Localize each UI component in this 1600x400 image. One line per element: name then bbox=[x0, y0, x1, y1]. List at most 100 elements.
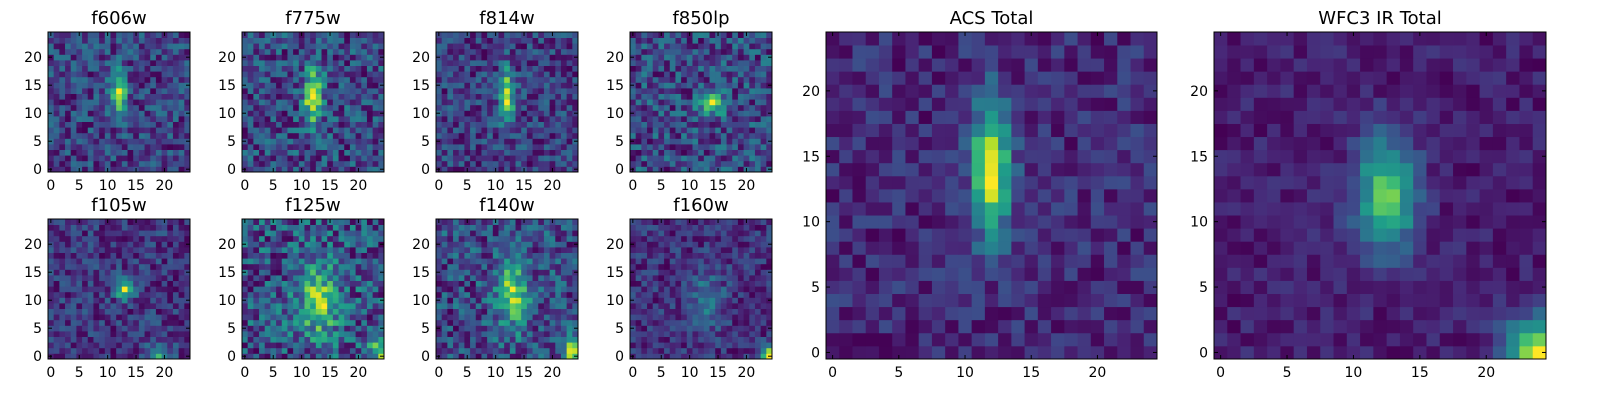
heatmap-cell bbox=[310, 65, 317, 72]
heatmap-cell bbox=[647, 353, 654, 360]
heatmap-cell bbox=[732, 32, 739, 38]
heatmap-cell bbox=[572, 319, 579, 326]
heatmap-cell bbox=[532, 252, 539, 259]
y-tick-label: 10 bbox=[412, 293, 430, 309]
heatmap-cell bbox=[242, 224, 249, 231]
heatmap-cell bbox=[172, 275, 180, 281]
heatmap-cell bbox=[247, 319, 254, 326]
heatmap-cell bbox=[70, 286, 77, 293]
heatmap-cell bbox=[458, 235, 465, 242]
heatmap-cell bbox=[760, 297, 767, 304]
heatmap-cell bbox=[355, 160, 362, 167]
heatmap-cell bbox=[475, 241, 482, 248]
heatmap-cell bbox=[293, 121, 300, 128]
heatmap-cell bbox=[675, 325, 682, 332]
heatmap-cell bbox=[635, 347, 642, 354]
heatmap-cell bbox=[732, 303, 739, 309]
heatmap-cell bbox=[481, 32, 488, 38]
heatmap-cell bbox=[349, 132, 356, 139]
heatmap-cell bbox=[487, 88, 494, 94]
heatmap-cell bbox=[715, 155, 722, 162]
heatmap-cell bbox=[110, 219, 117, 225]
x-tick-label: 20 bbox=[350, 178, 368, 194]
heatmap-cell bbox=[378, 93, 385, 100]
heatmap-cell bbox=[726, 132, 733, 139]
heatmap-cell bbox=[447, 224, 454, 231]
heatmap-cell bbox=[344, 286, 351, 293]
heatmap-cell bbox=[315, 155, 322, 162]
heatmap-cell bbox=[344, 331, 351, 337]
heatmap-cell bbox=[475, 48, 482, 55]
heatmap-cell bbox=[332, 71, 339, 78]
heatmap-cell bbox=[720, 144, 727, 150]
heatmap-cell bbox=[378, 319, 385, 326]
heatmap-cell bbox=[349, 43, 356, 50]
heatmap-cell bbox=[686, 76, 693, 83]
heatmap-cell bbox=[538, 155, 545, 162]
heatmap-cell bbox=[464, 347, 471, 354]
heatmap-cell bbox=[504, 138, 511, 145]
heatmap-cell bbox=[247, 308, 254, 315]
heatmap-cell bbox=[675, 166, 682, 173]
heatmap-cell bbox=[487, 43, 494, 50]
heatmap-cell bbox=[560, 303, 568, 309]
heatmap-cell bbox=[138, 82, 145, 89]
heatmap-cell bbox=[167, 132, 174, 139]
heatmap-cell bbox=[344, 54, 351, 61]
heatmap-cell bbox=[138, 76, 145, 83]
heatmap-cell bbox=[270, 160, 277, 167]
heatmap-cell bbox=[658, 297, 665, 304]
heatmap-cell bbox=[549, 37, 556, 44]
heatmap-cell bbox=[65, 166, 72, 173]
heatmap-cell bbox=[447, 235, 454, 242]
heatmap-cell bbox=[498, 43, 505, 50]
heatmap-cell bbox=[70, 82, 77, 89]
heatmap-cell bbox=[361, 116, 368, 122]
heatmap-cell bbox=[99, 252, 106, 259]
heatmap-cell bbox=[315, 353, 322, 360]
heatmap-cell bbox=[259, 263, 266, 270]
heatmap-cell bbox=[293, 275, 300, 281]
heatmap-cell bbox=[664, 65, 671, 72]
heatmap-cell bbox=[509, 252, 516, 259]
heatmap-cell bbox=[732, 116, 739, 122]
heatmap-cell bbox=[270, 99, 277, 106]
heatmap-cell bbox=[138, 235, 145, 242]
heatmap-cell bbox=[116, 252, 123, 259]
heatmap-cell bbox=[121, 65, 128, 72]
heatmap-cell bbox=[686, 160, 693, 167]
heatmap-cell bbox=[315, 308, 322, 315]
heatmap-cell bbox=[737, 93, 744, 100]
heatmap-cell bbox=[737, 32, 744, 38]
heatmap-cell bbox=[470, 291, 477, 298]
heatmap-cell bbox=[65, 353, 72, 360]
heatmap-cell bbox=[453, 116, 460, 122]
heatmap-cell bbox=[87, 48, 94, 55]
heatmap-cell bbox=[327, 76, 334, 83]
heatmap-cell bbox=[538, 275, 545, 281]
heatmap-cell bbox=[178, 331, 185, 337]
heatmap-cell bbox=[144, 99, 151, 106]
heatmap-cell bbox=[647, 93, 654, 100]
heatmap-cell bbox=[127, 43, 134, 50]
heatmap-cell bbox=[276, 127, 283, 134]
heatmap-cell bbox=[692, 314, 699, 321]
heatmap-cell bbox=[487, 286, 494, 293]
heatmap-cell bbox=[184, 331, 191, 337]
heatmap-cell bbox=[641, 314, 648, 321]
heatmap-cell bbox=[293, 54, 300, 61]
heatmap-cell bbox=[560, 308, 568, 315]
heatmap-cell bbox=[121, 286, 128, 293]
heatmap-cell bbox=[161, 314, 168, 321]
heatmap-cell bbox=[709, 82, 716, 89]
heatmap-cell bbox=[675, 280, 682, 287]
heatmap-cell bbox=[332, 241, 339, 248]
heatmap-cell bbox=[253, 269, 260, 276]
heatmap-cell bbox=[681, 65, 688, 72]
heatmap-cell bbox=[686, 275, 693, 281]
heatmap-cell bbox=[458, 54, 465, 61]
heatmap-cell bbox=[572, 230, 579, 237]
heatmap-cell bbox=[361, 275, 368, 281]
heatmap-cell bbox=[378, 331, 385, 337]
heatmap-cell bbox=[566, 319, 573, 326]
